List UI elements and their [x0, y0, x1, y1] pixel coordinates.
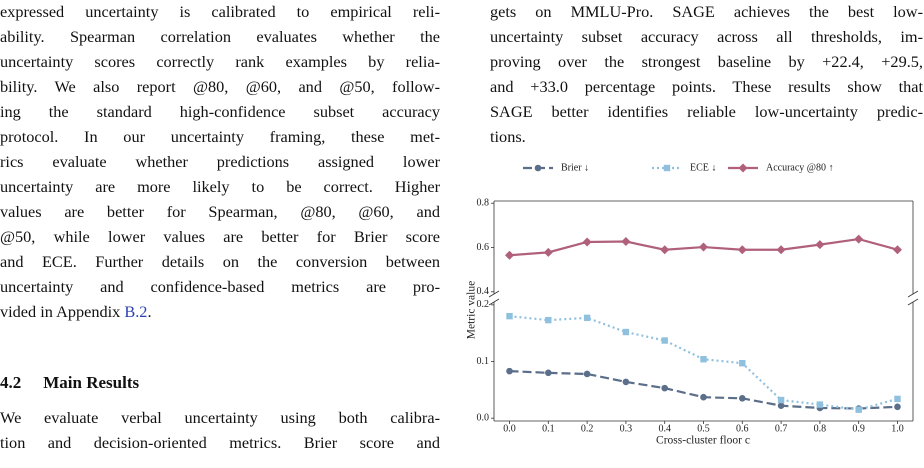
y-axis-label: Metric value — [466, 281, 478, 339]
text-line: SAGE better identifies reliable low-unce… — [490, 102, 923, 121]
data-point — [892, 245, 902, 255]
data-point — [815, 240, 825, 250]
x-tick-label: 0.0 — [503, 423, 516, 434]
section-title: Main Results — [43, 373, 140, 392]
legend-label: Brier ↓ — [561, 162, 589, 173]
data-point — [854, 234, 864, 244]
text-line: rics evaluate whether predictions assign… — [0, 152, 440, 171]
text-line: uncertainty subset accuracy across all t… — [490, 27, 923, 46]
legend-label: Accuracy @80 ↑ — [766, 162, 834, 173]
data-point — [739, 360, 746, 367]
text-line: gets on MMLU-Pro. SAGE achieves the best… — [490, 2, 923, 21]
x-axis-label: Cross-cluster floor c — [656, 435, 750, 447]
text-line: vided in Appendix B.2. — [0, 302, 152, 322]
axis-break — [907, 298, 919, 306]
text-line: @50, while lower values are better for B… — [0, 227, 440, 246]
data-point — [777, 402, 785, 410]
data-point — [660, 245, 670, 255]
data-point — [661, 337, 668, 344]
data-point — [816, 401, 824, 408]
text-line: We evaluate verbal uncertainty using bot… — [0, 408, 440, 427]
y-tick-label: 0.4 — [477, 286, 490, 297]
text-line: tion and decision-oriented metrics. Brie… — [0, 433, 440, 452]
text-line: proving over the strongest baseline by +… — [490, 52, 923, 71]
data-point — [622, 328, 630, 336]
text-line: uncertainty scores correctly rank exampl… — [0, 52, 440, 71]
data-point — [738, 395, 746, 402]
data-point — [700, 393, 707, 401]
data-point — [545, 316, 552, 324]
y-tick-label: 0.8 — [477, 198, 490, 209]
x-tick-label: 1.0 — [891, 423, 904, 434]
x-tick-label: 0.4 — [658, 423, 671, 434]
data-point — [582, 237, 592, 247]
y-tick-label: 0.1 — [477, 356, 490, 367]
y-tick-label: 0.2 — [477, 299, 490, 310]
text-line: bility. We also report @80, @60, and @50… — [0, 77, 440, 96]
legend-label: ECE ↓ — [690, 162, 716, 173]
data-point — [506, 312, 513, 320]
data-point — [622, 378, 630, 386]
data-point — [699, 242, 708, 252]
chart: Cross-cluster floor c Metric value 0.4 0.… — [466, 162, 919, 447]
text-line: uncertainty and confidence-based metrics… — [0, 277, 440, 296]
data-point — [776, 245, 786, 255]
legend-marker — [663, 164, 671, 172]
axis-break — [488, 298, 500, 306]
x-tick-label: 0.1 — [542, 423, 555, 434]
y-tick-label: 0.0 — [477, 412, 490, 423]
x-tick-label: 0.2 — [581, 423, 594, 434]
series-line — [509, 370, 898, 410]
legend-marker — [534, 164, 542, 172]
x-tick-label: 0.8 — [814, 423, 827, 434]
section-heading: 4.2 Main Results — [0, 373, 139, 393]
text: . — [147, 302, 152, 321]
axis-break — [907, 290, 919, 298]
legend-marker — [738, 163, 748, 173]
text-line: and ECE. Further details on the conversi… — [0, 252, 440, 271]
text-line: tions. — [490, 127, 526, 146]
data-point — [543, 247, 553, 257]
x-tick-label: 0.5 — [697, 423, 710, 434]
appendix-link[interactable]: B.2 — [124, 302, 148, 321]
text-line: values are better for Spearman, @80, @60… — [0, 202, 440, 221]
data-point — [545, 369, 552, 377]
axis-break — [488, 290, 500, 298]
data-point — [661, 384, 669, 392]
text: vided in Appendix — [0, 302, 125, 321]
data-point — [505, 250, 515, 260]
data-point — [700, 356, 707, 363]
section-number: 4.2 — [0, 373, 22, 392]
data-point — [583, 370, 591, 378]
data-point — [855, 406, 862, 413]
x-tick-label: 0.3 — [620, 423, 633, 434]
x-tick-label: 0.6 — [736, 423, 749, 434]
text-line: uncertainty are more likely to be correc… — [0, 177, 440, 196]
data-point — [894, 403, 901, 411]
data-point — [621, 237, 631, 247]
text-line: expressed uncertainty is calibrated to e… — [0, 2, 440, 21]
y-tick-label: 0.6 — [477, 242, 490, 253]
text-line: and +33.0 percentage points. These resul… — [490, 77, 923, 96]
data-point — [777, 396, 785, 404]
data-point — [506, 367, 513, 375]
text-line: ability. Spearman correlation evaluates … — [0, 27, 440, 46]
text-line: ing the standard high-confidence subset … — [0, 102, 440, 121]
data-point — [894, 395, 901, 403]
data-point — [583, 314, 591, 322]
data-point — [737, 245, 747, 255]
x-tick-label: 0.7 — [775, 423, 788, 434]
x-tick-label: 0.9 — [852, 423, 865, 434]
text-line: protocol. In our uncertainty framing, th… — [0, 127, 440, 146]
